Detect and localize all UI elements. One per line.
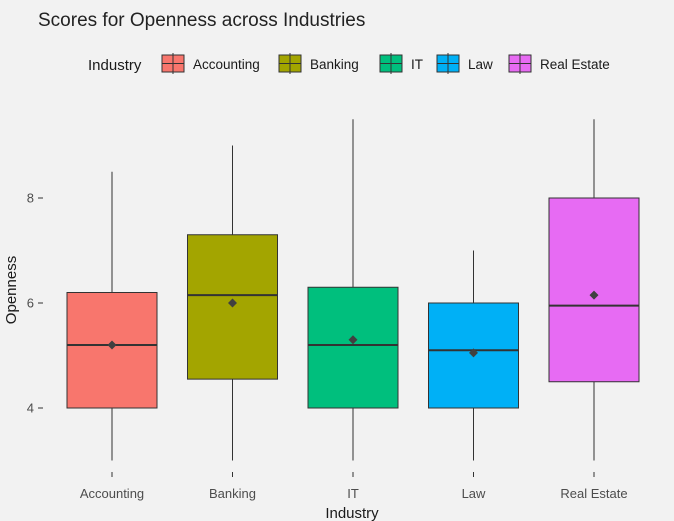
- legend-label-1: Banking: [310, 57, 359, 72]
- y-axis-title: Openness: [3, 256, 20, 324]
- x-axis: Accounting Banking IT Law Real Estate: [80, 472, 628, 501]
- legend-label-2: IT: [411, 57, 423, 72]
- legend-label-4: Real Estate: [540, 57, 610, 72]
- box-1: [188, 146, 278, 461]
- box-2: [308, 119, 398, 460]
- y-axis: 4 6 8: [27, 191, 43, 416]
- y-tick-label-2: 8: [27, 191, 34, 206]
- legend-title: Industry: [88, 57, 142, 74]
- chart-title: Scores for Openness across Industries: [38, 10, 365, 31]
- x-tick-label-0: Accounting: [80, 486, 144, 501]
- box-body-2: [308, 287, 398, 408]
- box-0: [67, 172, 157, 461]
- x-tick-label-1: Banking: [209, 486, 256, 501]
- legend-label-0: Accounting: [193, 57, 260, 72]
- plot-area: [67, 119, 639, 460]
- box-4: [549, 119, 639, 460]
- y-tick-label-1: 6: [27, 296, 34, 311]
- box-body-4: [549, 198, 639, 382]
- x-tick-label-2: IT: [347, 486, 359, 501]
- box-3: [429, 251, 519, 461]
- x-tick-label-4: Real Estate: [560, 486, 627, 501]
- box-body-0: [67, 293, 157, 409]
- x-tick-label-3: Law: [462, 486, 486, 501]
- x-axis-title: Industry: [325, 505, 379, 521]
- legend: Industry Accounting Banking IT Law Real Esta…: [88, 53, 610, 74]
- y-tick-label-0: 4: [27, 401, 34, 416]
- legend-label-3: Law: [468, 57, 493, 72]
